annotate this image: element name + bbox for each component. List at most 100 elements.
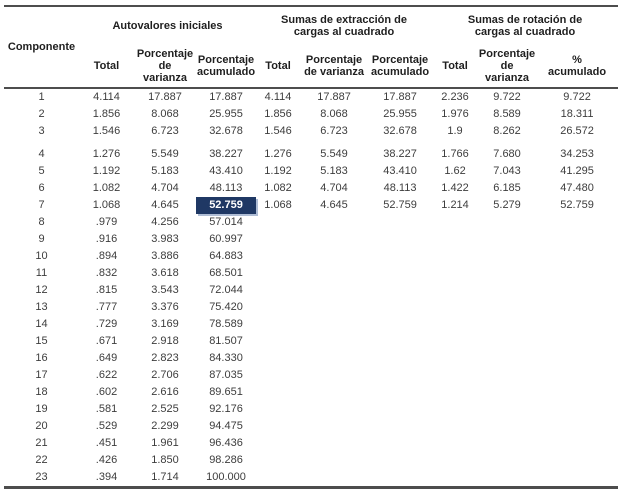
- value-cell: 1.856: [92, 108, 121, 120]
- value-cell: 1.276: [264, 148, 292, 160]
- value-cell: 72.044: [209, 284, 243, 296]
- value-cell: [256, 333, 300, 350]
- value-cell: 1.192: [92, 165, 121, 177]
- table-row: 14 .729 3.169 78.589: [4, 316, 618, 333]
- value-cell: 3.618: [151, 267, 179, 279]
- value-cell: 92.176: [209, 403, 243, 415]
- value-cell: [432, 265, 478, 282]
- value-cell: [478, 469, 536, 488]
- value-cell: 47.480: [560, 182, 594, 194]
- value-cell: [300, 469, 368, 488]
- value-cell: 96.436: [209, 437, 243, 449]
- value-cell: 2.525: [151, 403, 179, 415]
- component-number-cell: 20: [35, 420, 48, 432]
- value-cell: 1.766: [441, 148, 469, 160]
- value-cell: 8.068: [151, 108, 179, 120]
- value-cell: [368, 265, 432, 282]
- value-cell: [478, 418, 536, 435]
- value-cell: 32.678: [209, 125, 243, 137]
- value-cell: [300, 384, 368, 401]
- value-cell: 1.546: [92, 125, 121, 137]
- value-cell: [478, 248, 536, 265]
- value-cell: .894: [95, 250, 118, 262]
- component-number-cell: 2: [38, 108, 45, 120]
- value-cell: 2.706: [151, 369, 179, 381]
- value-cell: .602: [95, 386, 118, 398]
- value-cell: [368, 418, 432, 435]
- value-cell: 7.043: [493, 165, 521, 177]
- component-number-cell: 6: [38, 182, 45, 194]
- table-row: 6 1.082 4.704 48.113 1.082 4.704 48.113 1.422 6.…: [4, 180, 618, 197]
- value-cell: [536, 214, 618, 231]
- value-cell: 84.330: [209, 352, 243, 364]
- value-cell: [432, 435, 478, 452]
- value-cell: [300, 418, 368, 435]
- value-cell: 8.068: [320, 108, 348, 120]
- value-cell: .426: [95, 454, 118, 466]
- value-cell: 4.645: [151, 199, 179, 211]
- value-cell: [368, 367, 432, 384]
- value-cell: 4.256: [151, 216, 179, 228]
- value-cell: [256, 452, 300, 469]
- table-row: 20 .529 2.299 94.475: [4, 418, 618, 435]
- value-cell: [256, 299, 300, 316]
- value-cell: 1.068: [264, 199, 292, 211]
- highlighted-cell[interactable]: 52.759: [196, 197, 257, 214]
- variance-table: Componente Autovalores iniciales Sumas d…: [4, 5, 619, 489]
- value-cell: 18.311: [560, 108, 594, 120]
- value-cell: [432, 384, 478, 401]
- value-cell: 9.722: [563, 91, 591, 103]
- value-cell: 6.185: [493, 182, 521, 194]
- col-header-ro-total: Total: [432, 45, 479, 89]
- value-cell: 17.887: [209, 91, 243, 103]
- value-cell: [300, 401, 368, 418]
- value-cell: 5.183: [151, 165, 179, 177]
- value-cell: 75.420: [209, 301, 243, 313]
- value-cell: 1.850: [151, 454, 179, 466]
- value-cell: [368, 282, 432, 299]
- component-number-cell: 17: [35, 369, 48, 381]
- col-header-ai-porcentaje-acumulado: Porcentaje acumulado: [196, 45, 257, 89]
- value-cell: [432, 401, 478, 418]
- value-cell: 9.722: [493, 91, 521, 103]
- value-cell: [256, 350, 300, 367]
- value-cell: [368, 248, 432, 265]
- value-cell: 94.475: [209, 420, 243, 432]
- value-cell: [300, 265, 368, 282]
- table-row: 8 .979 4.256 57.014: [4, 214, 618, 231]
- value-cell: [478, 452, 536, 469]
- table-row: 9 .916 3.983 60.997: [4, 231, 618, 248]
- value-cell: [536, 418, 618, 435]
- value-cell: .916: [95, 233, 118, 245]
- component-number-cell: 3: [38, 125, 45, 137]
- value-cell: 38.227: [209, 148, 243, 160]
- value-cell: .832: [95, 267, 118, 279]
- value-cell: 1.082: [264, 182, 292, 194]
- table-row: 22 .426 1.850 98.286: [4, 452, 618, 469]
- value-cell: [300, 452, 368, 469]
- value-cell: [368, 231, 432, 248]
- value-cell: [536, 452, 618, 469]
- value-cell: .777: [95, 301, 118, 313]
- value-cell: [256, 231, 300, 248]
- value-cell: [536, 469, 618, 488]
- value-cell: 5.549: [320, 148, 348, 160]
- value-cell: [256, 265, 300, 282]
- table-row: 17 .622 2.706 87.035: [4, 367, 618, 384]
- table-row: 16 .649 2.823 84.330: [4, 350, 618, 367]
- value-cell: [368, 333, 432, 350]
- value-cell: 81.507: [209, 335, 243, 347]
- table-row: 12 .815 3.543 72.044: [4, 282, 618, 299]
- component-number-cell: 16: [35, 352, 48, 364]
- value-cell: 48.113: [383, 182, 417, 194]
- column-header-componente: Componente: [4, 6, 79, 89]
- table-row: 15 .671 2.918 81.507: [4, 333, 618, 350]
- value-cell: [300, 367, 368, 384]
- value-cell: 1.214: [441, 199, 469, 211]
- value-cell: [536, 316, 618, 333]
- value-cell: [368, 350, 432, 367]
- value-cell: [256, 469, 300, 488]
- value-cell: [478, 282, 536, 299]
- value-cell: [256, 316, 300, 333]
